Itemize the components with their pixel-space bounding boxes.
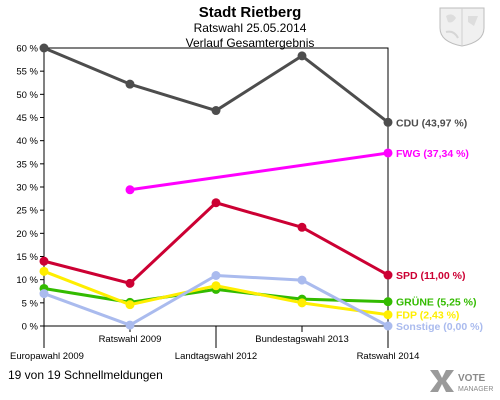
series-point-FDP [125,300,135,310]
series-end-label-GRÜNE: GRÜNE (5,25 %) [396,296,477,309]
x-tick-label: Landtagswahl 2012 [175,351,257,362]
logo-text-vote: VOTE [458,373,486,384]
status-text: 19 von 19 Schnellmeldungen [8,368,163,382]
y-tick-label: 25 % [16,206,38,217]
y-tick-label: 0 % [22,322,39,333]
chart-header: Stadt Rietberg Ratswahl 25.05.2014 Verla… [0,4,500,51]
series-point-SPD [383,270,393,280]
chart-title: Stadt Rietberg [198,4,302,21]
series-point-FDP [211,281,221,291]
series-point-CDU [383,117,393,127]
y-tick-label: 60 % [16,44,38,55]
series-point-CDU [211,106,221,116]
y-tick-label: 40 % [16,136,38,147]
y-tick-label: 15 % [16,252,38,263]
series-point-Sonstige [39,289,49,299]
series-point-SPD [39,256,49,266]
x-tick-label: Ratswahl 2009 [99,334,162,345]
x-tick-label: Bundestagswahl 2013 [255,334,349,345]
series-point-SPD [125,278,135,288]
series-point-FWG [125,185,135,195]
y-tick-label: 10 % [16,275,38,286]
y-tick-label: 55 % [16,67,38,78]
series-point-Sonstige [211,270,221,280]
series-point-FDP [39,266,49,276]
x-tick-label: Ratswahl 2014 [357,351,420,362]
series-end-label-FDP: FDP (2,43 %) [396,310,459,322]
series-point-FDP [297,298,307,308]
series-point-Sonstige [383,321,393,331]
y-tick-label: 45 % [16,113,38,124]
series-point-GRÜNE [383,297,393,307]
logo-text-manager: MANAGER [458,386,493,393]
series-point-CDU [39,43,49,53]
chart-subtitle: Ratswahl 25.05.2014 [193,21,307,35]
series-end-label-SPD: SPD (11,00 %) [396,270,465,282]
y-tick-label: 5 % [22,298,39,309]
series-end-label-FWG: FWG (37,34 %) [396,148,469,160]
x-tick-label: Europawahl 2009 [10,351,84,362]
y-tick-label: 50 % [16,90,38,101]
chart-subtitle-2: Verlauf Gesamtergebnis [185,36,315,50]
series-line-FWG [129,151,389,192]
series-point-CDU [297,51,307,61]
y-tick-label: 35 % [16,159,38,170]
series-end-label-Sonstige: Sonstige (0,00 %) [396,321,483,333]
series-point-Sonstige [125,320,135,330]
y-tick-label: 20 % [16,229,38,240]
series-point-FWG [383,148,393,158]
vote-manager-logo-icon: VOTE MANAGER [430,370,493,393]
series-point-SPD [211,198,221,208]
series-point-SPD [297,222,307,232]
series-point-FDP [383,310,393,320]
y-tick-label: 30 % [16,183,38,194]
series-point-CDU [125,79,135,89]
series-point-Sonstige [297,275,307,285]
series-end-label-CDU: CDU (43,97 %) [396,117,467,129]
coat-of-arms-icon [439,7,485,47]
